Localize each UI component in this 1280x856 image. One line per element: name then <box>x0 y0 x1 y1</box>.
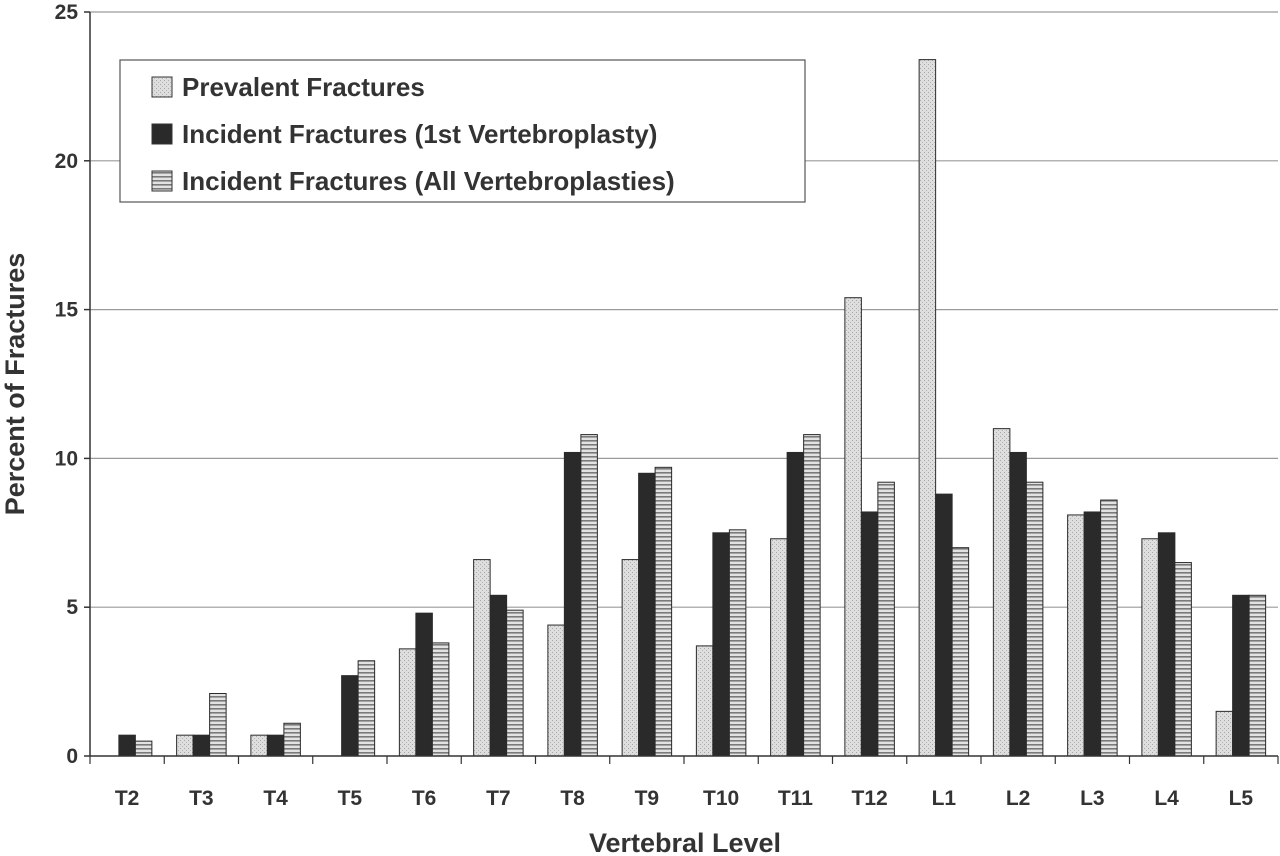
bar-prevalent-t3 <box>176 734 194 757</box>
y-tick-label-10: 10 <box>55 447 78 470</box>
bar-incident-first-l3 <box>1083 511 1102 757</box>
y-tick-label-20: 20 <box>55 150 78 173</box>
x-tick-label-t7: T7 <box>486 787 511 810</box>
bar-incident-all-t7 <box>506 609 524 757</box>
legend-swatch-prevalent <box>151 76 173 98</box>
bar-prevalent-l4 <box>1141 538 1159 757</box>
bar-incident-all-t4 <box>283 722 301 757</box>
bar-incident-all-t9 <box>654 466 673 757</box>
x-tick-label-l2: L2 <box>1006 787 1031 810</box>
bar-incident-first-t6 <box>415 612 433 757</box>
bars-group <box>118 59 1267 757</box>
bar-incident-first-t3 <box>192 734 211 757</box>
bar-prevalent-l3 <box>1067 514 1085 757</box>
bar-incident-all-t12 <box>877 481 895 757</box>
legend: Prevalent Fractures Incident Fractures (… <box>119 59 806 203</box>
x-tick-label-l4: L4 <box>1154 787 1179 810</box>
bar-incident-first-t8 <box>563 451 582 757</box>
bar-incident-all-l4 <box>1174 562 1192 757</box>
bar-prevalent-l5 <box>1215 710 1234 757</box>
y-tick-label-15: 15 <box>55 299 79 322</box>
x-tick-label-t2: T2 <box>115 787 140 810</box>
x-tick-label-l3: L3 <box>1080 787 1105 810</box>
bar-prevalent-t6 <box>398 648 417 757</box>
bar-prevalent-t12 <box>844 297 862 757</box>
legend-swatch-incident-all <box>151 170 173 192</box>
x-axis-title: Vertebral Level <box>589 828 781 856</box>
y-tick-labels: 0 5 10 15 20 25 <box>55 1 79 768</box>
bar-incident-all-l5 <box>1248 594 1267 757</box>
y-tick-label-0: 0 <box>66 745 78 768</box>
bar-incident-all-t2 <box>134 740 153 757</box>
bar-prevalent-t11 <box>770 538 788 757</box>
bar-incident-first-t7 <box>489 594 508 757</box>
bar-prevalent-t8 <box>547 624 565 757</box>
bar-incident-first-l2 <box>1009 451 1027 757</box>
x-tick-label-t3: T3 <box>189 787 214 810</box>
bar-incident-all-t3 <box>209 693 227 757</box>
bar-prevalent-t7 <box>473 559 491 757</box>
legend-swatch-incident-first <box>151 123 173 145</box>
x-tick-label-t12: T12 <box>852 787 888 810</box>
bar-incident-all-t6 <box>431 642 450 757</box>
bar-incident-first-t9 <box>638 472 656 757</box>
x-tick-label-t11: T11 <box>778 787 813 810</box>
bar-incident-first-t12 <box>860 511 879 757</box>
bar-incident-first-l5 <box>1232 594 1250 757</box>
x-tick-label-t8: T8 <box>560 787 585 810</box>
bar-incident-first-t11 <box>786 451 805 757</box>
x-tick-labels: T2 T3 T4 T5 T6 T7 T8 T9 T10 T11 T12 L1 L2 L3 L4 L5 <box>115 787 1254 810</box>
bar-incident-first-t10 <box>712 532 730 757</box>
bar-incident-all-l3 <box>1100 499 1118 757</box>
x-tick-label-t4: T4 <box>263 787 288 810</box>
x-tick-label-t5: T5 <box>338 787 363 810</box>
bar-prevalent-t9 <box>621 559 640 757</box>
y-tick-label-5: 5 <box>66 596 78 619</box>
bar-prevalent-t4 <box>250 734 268 757</box>
bar-incident-all-t5 <box>357 660 376 757</box>
bar-prevalent-l2 <box>992 428 1011 757</box>
bar-incident-first-t2 <box>118 734 136 757</box>
y-tick-label-25: 25 <box>55 1 79 24</box>
bar-incident-first-l1 <box>935 493 953 757</box>
bar-incident-first-t4 <box>266 734 285 757</box>
legend-box <box>119 59 806 203</box>
legend-label-incident-all: Incident Fractures (All Vertebroplasties… <box>182 166 675 196</box>
legend-label-incident-first: Incident Fractures (1st Vertebroplasty) <box>182 119 657 149</box>
x-tick-label-t6: T6 <box>412 787 437 810</box>
bar-prevalent-l1 <box>918 59 937 757</box>
legend-label-prevalent: Prevalent Fractures <box>182 72 425 102</box>
x-tick-label-l1: L1 <box>932 787 957 810</box>
x-tick-label-t10: T10 <box>703 787 739 810</box>
x-tick-label-l5: L5 <box>1229 787 1254 810</box>
bar-incident-first-l4 <box>1157 532 1176 757</box>
x-tick-label-t9: T9 <box>635 787 660 810</box>
bar-incident-all-t11 <box>803 434 821 757</box>
bar-prevalent-t10 <box>695 645 714 757</box>
bar-incident-all-l1 <box>951 547 970 757</box>
bar-incident-first-t5 <box>341 675 359 757</box>
bar-incident-all-t10 <box>728 529 747 757</box>
bar-incident-all-l2 <box>1025 481 1044 757</box>
y-axis-title: Percent of Fractures <box>0 253 30 516</box>
axes-group <box>84 11 1279 764</box>
bar-incident-all-t8 <box>580 434 598 757</box>
